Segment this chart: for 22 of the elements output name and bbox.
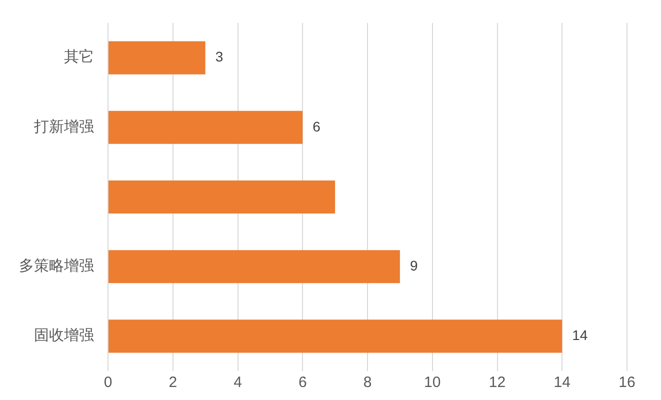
x-tick-label: 14 (554, 374, 570, 392)
bar (108, 110, 303, 144)
y-tick-label: 打新增强 (33, 117, 94, 136)
data-label: 6 (312, 118, 321, 134)
x-tick-label: 4 (234, 374, 242, 392)
y-tick-label: 其它 (64, 48, 94, 66)
y-tick-label: 多策略增强 (19, 256, 94, 274)
x-tick-label: 8 (363, 374, 372, 392)
data-label: 14 (572, 327, 588, 344)
x-tick-label: 6 (298, 374, 307, 392)
bar (108, 250, 400, 284)
x-tick-label: 10 (424, 374, 441, 392)
x-tick-label: 0 (104, 374, 112, 392)
bar (108, 180, 336, 214)
bar (108, 41, 206, 74)
data-label: 3 (215, 48, 224, 65)
y-tick-label: 固收增强 (34, 326, 94, 344)
x-tick-label: 2 (168, 374, 178, 392)
data-label: 9 (410, 257, 418, 274)
x-tick-label: 12 (488, 374, 506, 392)
x-tick-label: 16 (618, 374, 636, 392)
bar (108, 320, 562, 353)
